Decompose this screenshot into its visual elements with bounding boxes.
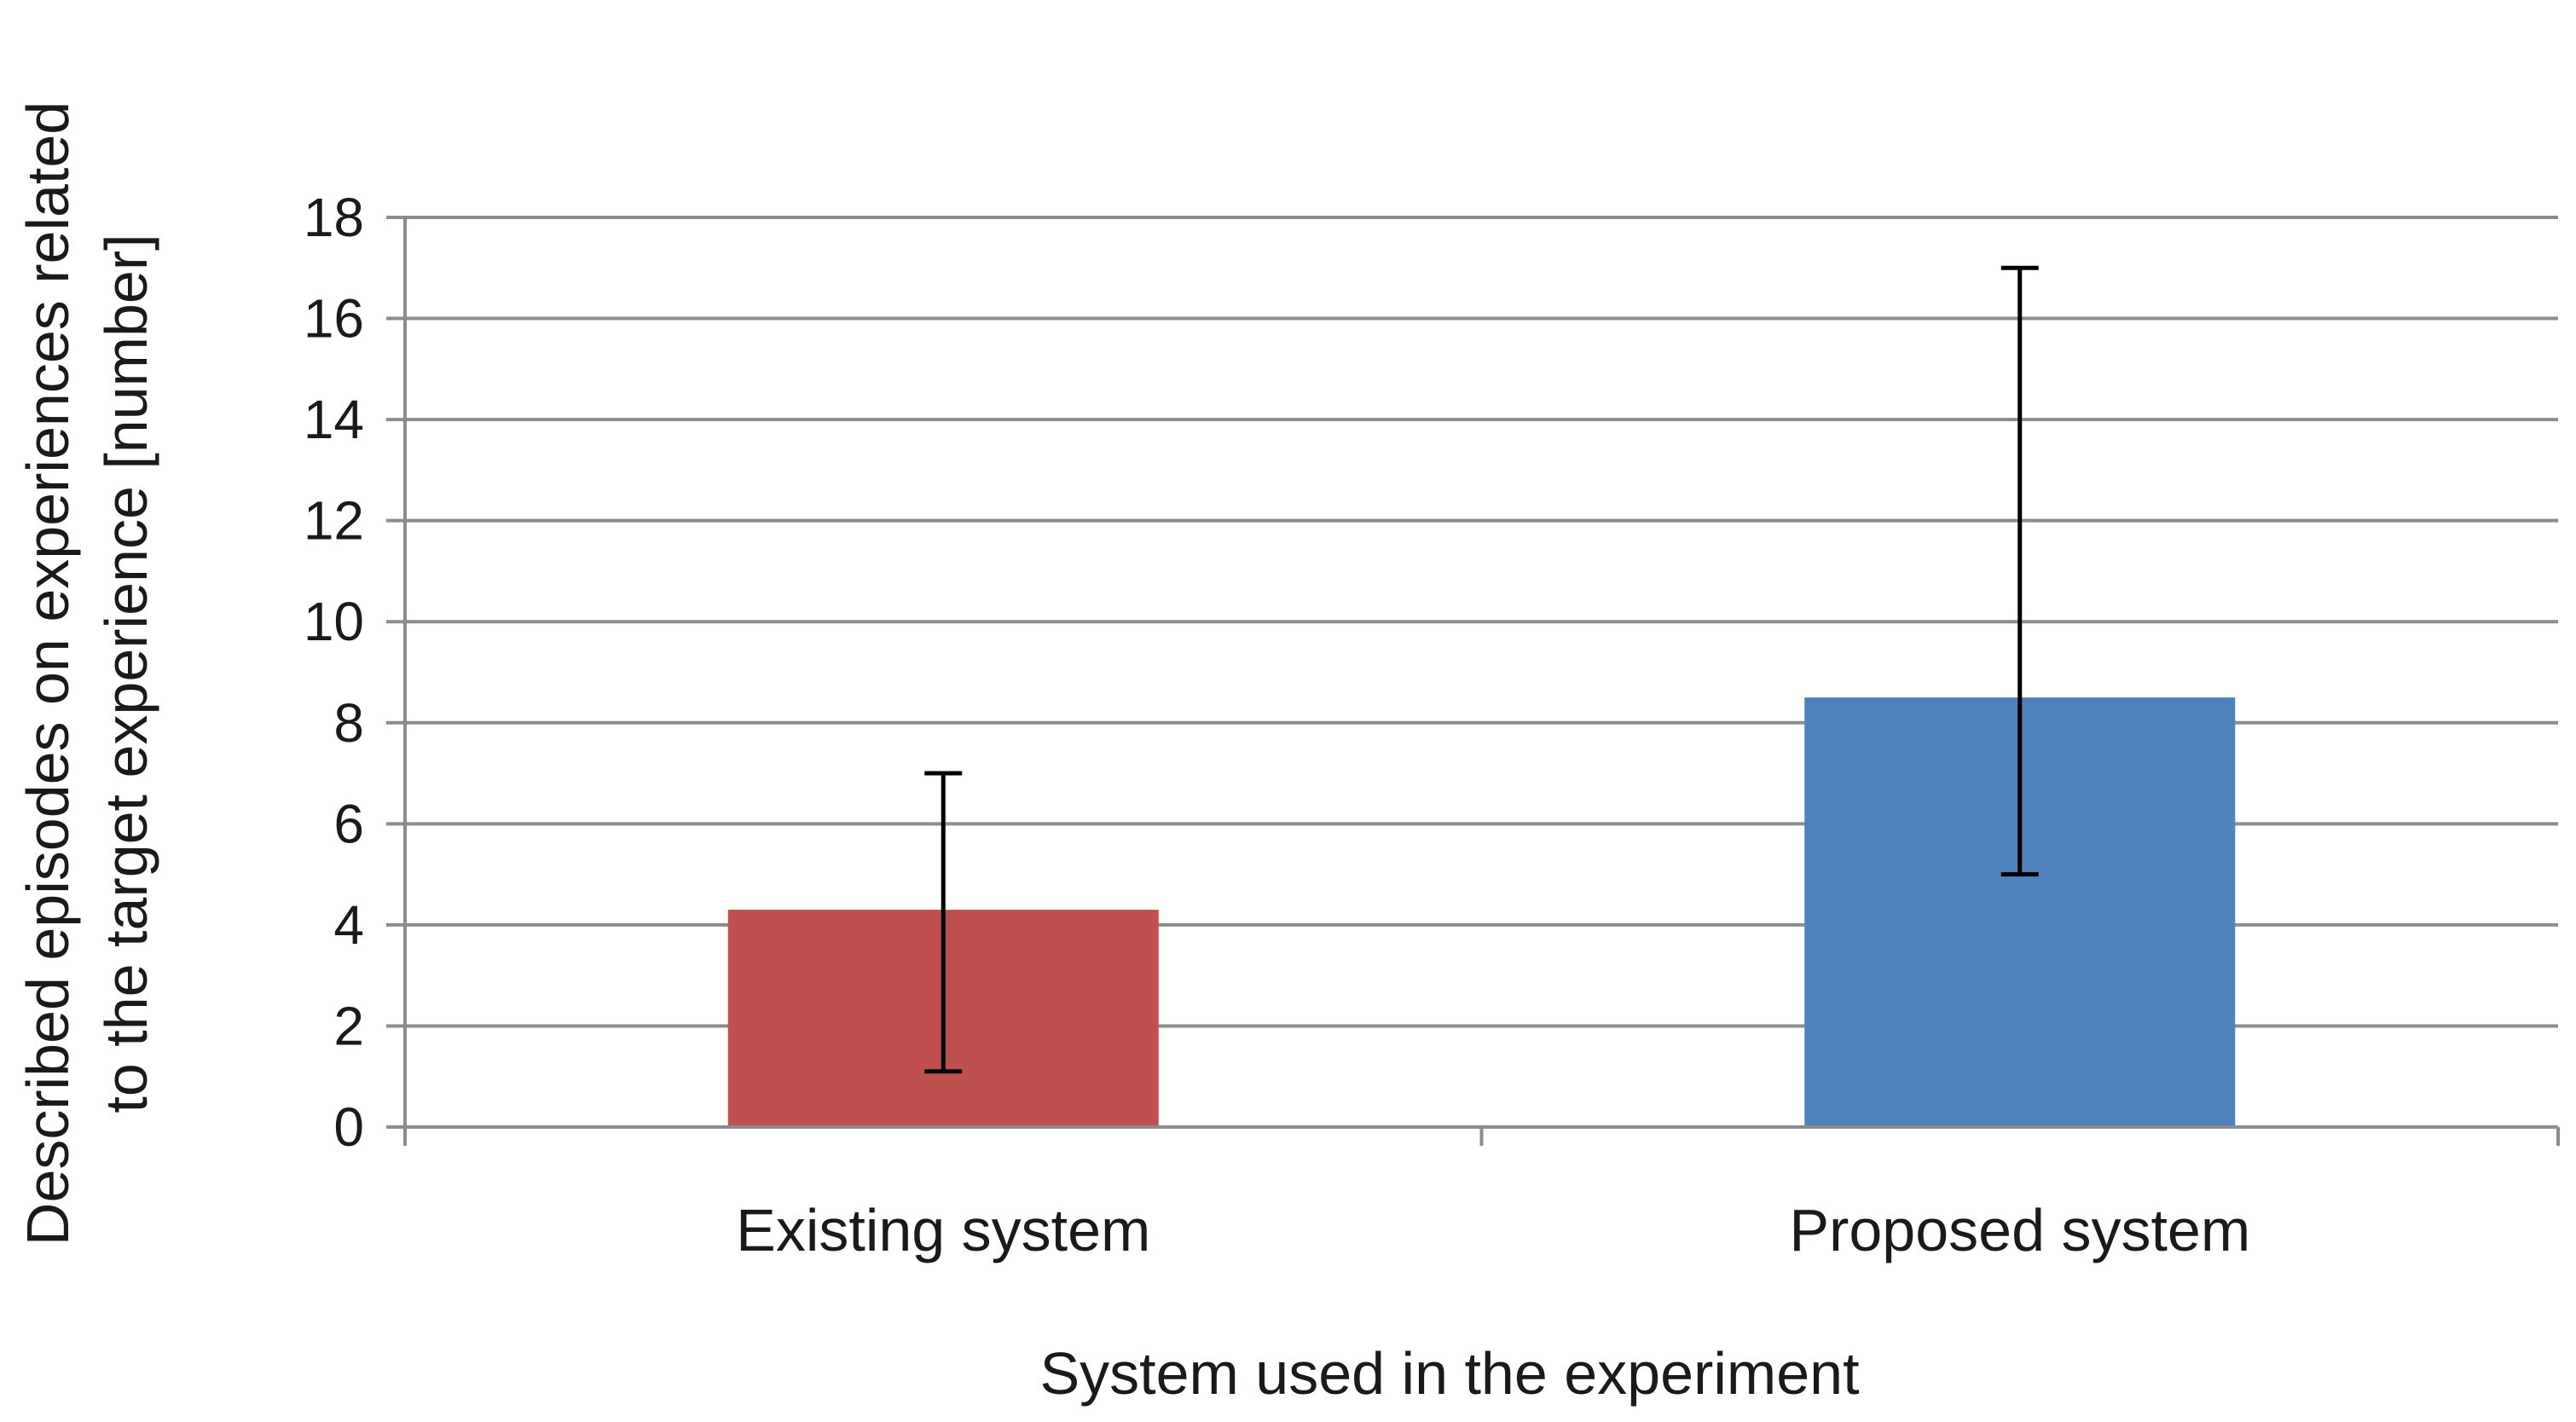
x-category-label: Existing system: [736, 1197, 1150, 1263]
y-tick-label: 4: [333, 894, 364, 956]
x-category-labels: Existing system Proposed system: [736, 1197, 2250, 1263]
y-tick-label: 8: [333, 692, 364, 754]
x-category-label: Proposed system: [1789, 1197, 2250, 1263]
axes: [386, 216, 2560, 1146]
error-bars: [924, 265, 2039, 1074]
y-tick-label: 6: [333, 793, 364, 854]
y-tick-label: 18: [304, 187, 364, 248]
y-axis-title-line-1: Described episodes on experiences relate…: [14, 101, 81, 1246]
y-tick-labels: 0 2 4 6 8 10 12 14 16 18: [304, 187, 364, 1158]
y-tick-label: 10: [304, 591, 364, 652]
y-tick-label: 2: [333, 995, 364, 1056]
bars: [727, 697, 2236, 1127]
y-tick-label: 0: [333, 1096, 364, 1158]
y-tick-label: 12: [304, 490, 364, 552]
y-tick-label: 14: [304, 389, 364, 450]
y-tick-label: 16: [304, 288, 364, 350]
x-axis-title: System used in the experiment: [1039, 1340, 1859, 1407]
y-axis-title-line-2: to the target experience [number]: [93, 234, 159, 1113]
